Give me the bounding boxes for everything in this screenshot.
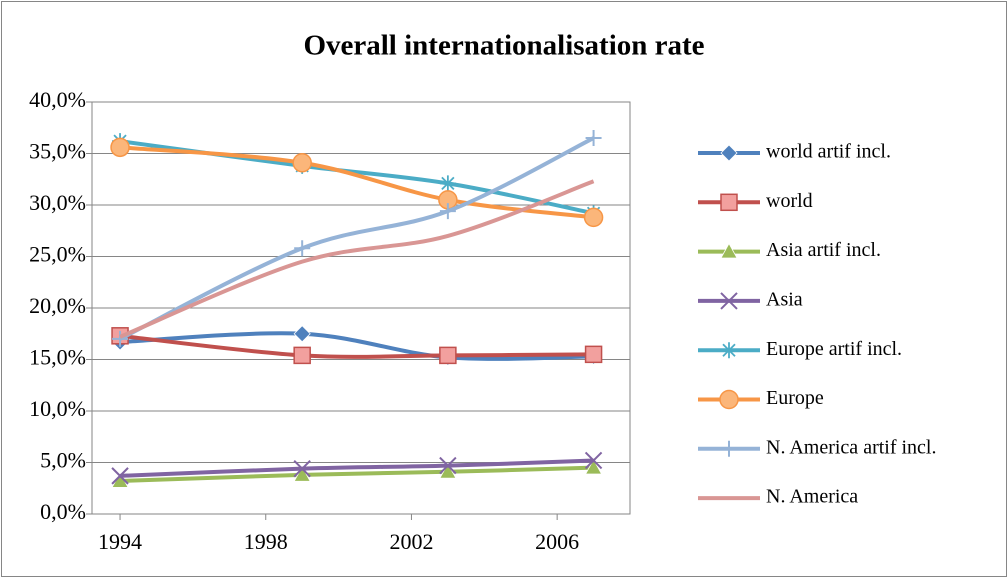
legend-marker <box>720 144 738 162</box>
data-point <box>293 346 311 365</box>
series-line <box>119 465 594 484</box>
data-point <box>439 346 457 365</box>
data-point <box>584 458 603 475</box>
legend-marker <box>720 242 738 259</box>
series-line <box>119 179 595 339</box>
legend-label: world <box>766 190 813 212</box>
y-tick-label: 10,0% <box>29 396 86 421</box>
series-line <box>119 136 595 341</box>
legend-label: Europe artif incl. <box>766 338 902 360</box>
data-point <box>294 240 311 257</box>
y-tick-label: 35,0% <box>29 139 86 164</box>
legend-label: world artif incl. <box>766 141 891 163</box>
legend-label: N. America artif incl. <box>766 436 937 458</box>
legend-label: Asia artif incl. <box>766 239 881 261</box>
data-point <box>583 207 604 228</box>
y-tick-label: 40,0% <box>29 87 86 112</box>
data-point <box>439 456 457 475</box>
legend-marker <box>720 193 738 212</box>
x-tick-label: 1994 <box>98 529 142 554</box>
y-tick-label: 25,0% <box>29 242 86 267</box>
y-tick-label: 20,0% <box>29 293 86 318</box>
y-tick-label: 15,0% <box>29 345 86 370</box>
data-point <box>293 459 311 478</box>
legend-marker <box>719 389 739 410</box>
legend-marker <box>721 440 737 457</box>
series-line <box>119 145 594 220</box>
legend-label: Asia <box>766 288 803 310</box>
data-point <box>585 130 602 147</box>
data-point <box>439 203 456 220</box>
data-point <box>584 451 603 470</box>
x-tick-label: 1998 <box>244 529 288 554</box>
series-line <box>119 331 594 361</box>
data-point <box>110 137 130 158</box>
data-point <box>292 153 312 173</box>
x-tick-label: 2002 <box>389 529 433 554</box>
legend-label: N. America <box>766 486 858 508</box>
series-line <box>119 333 594 359</box>
data-point <box>112 330 129 347</box>
y-tick-label: 30,0% <box>29 190 86 215</box>
data-point <box>111 467 129 485</box>
legend-marker <box>721 342 737 359</box>
legend-label: Europe <box>766 387 824 409</box>
chart-title: Overall internationalisation rate <box>303 30 704 62</box>
y-tick-label: 0,0% <box>40 499 86 524</box>
x-tick-label: 2006 <box>535 529 579 554</box>
data-point <box>293 325 311 343</box>
data-point <box>439 175 456 192</box>
data-point <box>584 345 603 364</box>
legend-marker <box>720 292 738 310</box>
series-line <box>119 458 594 478</box>
y-tick-label: 5,0% <box>40 448 86 473</box>
